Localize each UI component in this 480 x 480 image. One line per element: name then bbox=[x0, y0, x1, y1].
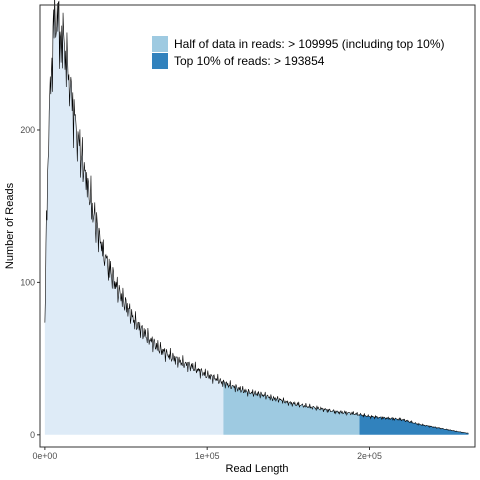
legend-key-top10 bbox=[152, 53, 168, 69]
y-tick-label: 200 bbox=[20, 125, 35, 135]
y-axis-title: Number of Reads bbox=[4, 182, 16, 269]
legend-label-half: Half of data in reads: > 109995 (includi… bbox=[174, 37, 445, 51]
x-tick-label: 0e+00 bbox=[33, 451, 58, 461]
x-tick-label: 2e+05 bbox=[357, 451, 382, 461]
y-tick-label: 0 bbox=[30, 430, 35, 440]
legend-label-top10: Top 10% of reads: > 193854 bbox=[174, 54, 325, 68]
x-tick-label: 1e+05 bbox=[195, 451, 220, 461]
x-axis-title: Read Length bbox=[226, 463, 289, 475]
y-tick-label: 100 bbox=[20, 277, 35, 287]
legend-key-half bbox=[152, 36, 168, 52]
